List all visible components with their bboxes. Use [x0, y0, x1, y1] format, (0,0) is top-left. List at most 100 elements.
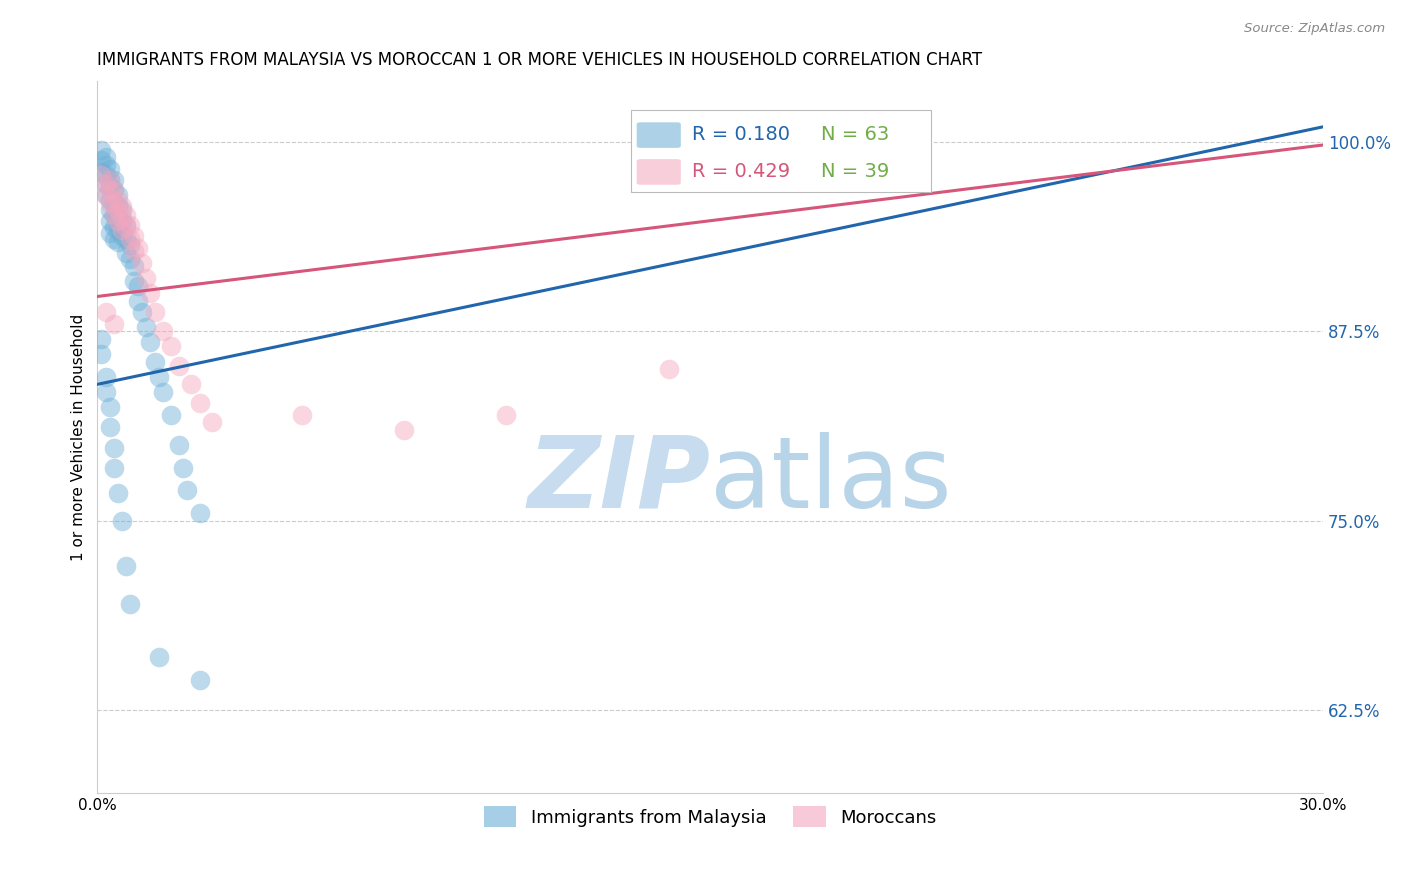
Point	[98, 400, 121, 414]
Point	[167, 359, 190, 373]
Point	[115, 232, 138, 246]
Point	[201, 415, 224, 429]
Point	[143, 304, 166, 318]
Point	[90, 143, 112, 157]
Point	[103, 183, 125, 197]
Point	[94, 150, 117, 164]
Y-axis label: 1 or more Vehicles in Household: 1 or more Vehicles in Household	[72, 314, 86, 561]
Point	[107, 213, 129, 227]
Point	[94, 188, 117, 202]
Point	[118, 232, 141, 246]
Point	[107, 193, 129, 207]
Point	[103, 232, 125, 246]
Point	[139, 334, 162, 349]
Text: Source: ZipAtlas.com: Source: ZipAtlas.com	[1244, 22, 1385, 36]
Point	[90, 168, 112, 182]
Point	[188, 673, 211, 687]
Point	[103, 183, 125, 197]
FancyBboxPatch shape	[637, 159, 681, 185]
Point	[127, 241, 149, 255]
Point	[98, 173, 121, 187]
Point	[495, 408, 517, 422]
Point	[118, 252, 141, 266]
Point	[103, 460, 125, 475]
Point	[107, 203, 129, 218]
Point	[658, 362, 681, 376]
Point	[160, 339, 183, 353]
Point	[94, 158, 117, 172]
Point	[135, 271, 157, 285]
Point	[167, 438, 190, 452]
Text: ZIP: ZIP	[527, 432, 710, 529]
Point	[115, 559, 138, 574]
Point	[131, 304, 153, 318]
Point	[103, 317, 125, 331]
Point	[107, 235, 129, 249]
Point	[94, 369, 117, 384]
Point	[94, 178, 117, 192]
Point	[118, 597, 141, 611]
Point	[135, 319, 157, 334]
Point	[115, 219, 138, 234]
FancyBboxPatch shape	[637, 122, 681, 148]
Point	[115, 208, 138, 222]
Point	[127, 293, 149, 308]
Point	[103, 208, 125, 222]
Point	[103, 441, 125, 455]
Point	[107, 198, 129, 212]
Point	[94, 168, 117, 182]
Point	[98, 226, 121, 240]
Point	[98, 162, 121, 177]
Point	[107, 486, 129, 500]
Point	[98, 193, 121, 207]
Point	[118, 238, 141, 252]
Text: atlas: atlas	[710, 432, 952, 529]
Point	[98, 203, 121, 218]
Point	[122, 274, 145, 288]
Point	[94, 178, 117, 192]
Point	[103, 173, 125, 187]
Point	[122, 228, 145, 243]
Point	[107, 188, 129, 202]
Point	[90, 332, 112, 346]
Point	[111, 228, 134, 243]
Point	[103, 195, 125, 210]
Point	[139, 286, 162, 301]
Text: R = 0.429: R = 0.429	[692, 161, 790, 181]
Point	[103, 195, 125, 210]
Legend: Immigrants from Malaysia, Moroccans: Immigrants from Malaysia, Moroccans	[477, 799, 943, 834]
Point	[98, 183, 121, 197]
Point	[801, 143, 824, 157]
Point	[122, 244, 145, 258]
Point	[172, 460, 194, 475]
Point	[152, 384, 174, 399]
Text: R = 0.180: R = 0.180	[692, 125, 790, 144]
Point	[103, 208, 125, 222]
Point	[94, 384, 117, 399]
Point	[111, 514, 134, 528]
Point	[103, 219, 125, 234]
Point	[111, 223, 134, 237]
Point	[115, 245, 138, 260]
Point	[148, 369, 170, 384]
Point	[118, 219, 141, 233]
Point	[176, 483, 198, 498]
Point	[188, 395, 211, 409]
Point	[291, 408, 314, 422]
Point	[122, 259, 145, 273]
Point	[90, 153, 112, 168]
Point	[392, 423, 415, 437]
Point	[111, 198, 134, 212]
Point	[131, 256, 153, 270]
Point	[90, 347, 112, 361]
Point	[115, 219, 138, 233]
Point	[98, 213, 121, 227]
Point	[188, 506, 211, 520]
Text: N = 63: N = 63	[821, 125, 889, 144]
Point	[98, 180, 121, 194]
FancyBboxPatch shape	[630, 110, 931, 192]
Point	[152, 324, 174, 338]
Point	[107, 223, 129, 237]
Point	[98, 195, 121, 210]
Point	[148, 650, 170, 665]
